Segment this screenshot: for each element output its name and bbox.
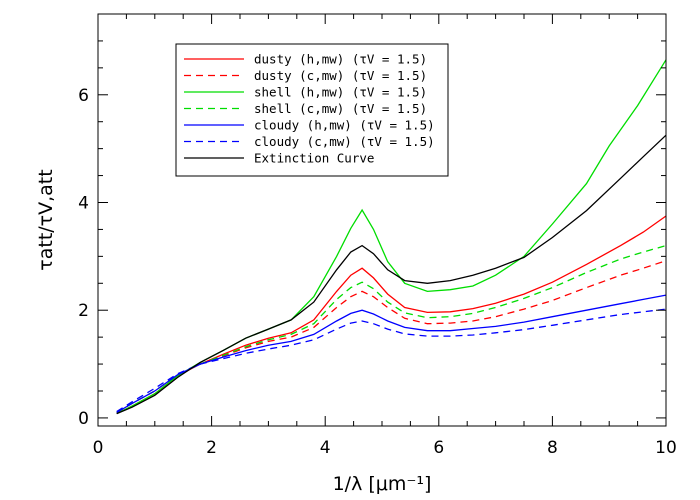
x-tick-label: 4: [320, 438, 331, 458]
y-tick-label: 4: [78, 193, 89, 213]
x-axis-label: 1/λ [μm⁻¹]: [333, 473, 432, 495]
x-tick-label: 2: [206, 438, 217, 458]
series-line-7: [116, 134, 667, 415]
legend-label-6: cloudy (c,mw) (τV = 1.5): [254, 134, 435, 149]
x-tick-label: 6: [433, 438, 444, 458]
legend-label-2: dusty (c,mw) (τV = 1.5): [254, 68, 427, 83]
x-tick-label: 10: [655, 438, 677, 458]
y-tick-label: 2: [78, 301, 89, 321]
axis-ticks: [97, 13, 667, 426]
legend-label-7: Extinction Curve: [254, 151, 374, 166]
series-line-5: [116, 294, 667, 414]
legend-label-5: cloudy (h,mw) (τV = 1.5): [254, 118, 435, 133]
series-line-1: [116, 215, 667, 415]
legend-box: [175, 43, 449, 177]
series-lines: [116, 59, 667, 415]
legend-label-1: dusty (h,mw) (τV = 1.5): [254, 52, 427, 67]
y-tick-label: 6: [78, 86, 89, 106]
x-tick-label: 0: [93, 438, 104, 458]
series-line-6: [116, 308, 667, 413]
legend-label-3: shell (h,mw) (τV = 1.5): [254, 85, 427, 100]
y-tick-label: 0: [78, 409, 89, 429]
tick-labels: 0 2 4 6 8 10 0 2 4 6: [78, 86, 677, 458]
y-axis-label: τatt/τV,att: [35, 169, 57, 270]
legend-label-4: shell (c,mw) (τV = 1.5): [254, 101, 427, 116]
legend: dusty (h,mw) (τV = 1.5)dusty (c,mw) (τV …: [175, 43, 449, 177]
series-line-2: [116, 260, 667, 414]
series-line-4: [116, 244, 667, 414]
x-tick-label: 8: [547, 438, 558, 458]
